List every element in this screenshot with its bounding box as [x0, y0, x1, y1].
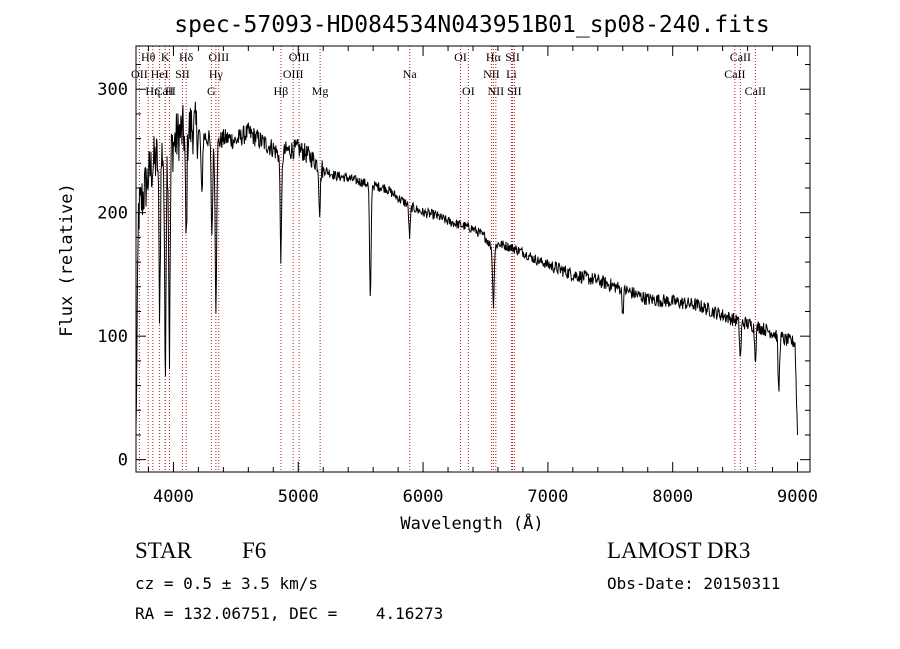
line-marker-label: CaII [724, 67, 745, 81]
survey-name: LAMOST DR3 [607, 538, 751, 563]
x-tick-label: 4000 [153, 487, 194, 507]
line-marker-label: Hβ [274, 84, 289, 98]
line-marker-label: SII [175, 67, 190, 81]
object-class: STAR [135, 538, 192, 563]
line-marker-label: NII [483, 67, 500, 81]
line-marker-label: Hθ [141, 50, 156, 64]
line-marker-label: H [165, 84, 174, 98]
y-tick-label: 100 [97, 327, 128, 347]
y-tick-label: 200 [97, 204, 128, 224]
line-marker-label: OII [131, 67, 148, 81]
plot-frame [135, 45, 811, 473]
line-marker-label: Hα [486, 50, 502, 64]
y-tick-label: 300 [97, 80, 128, 100]
coordinates: RA = 132.06751, DEC = 4.16273 [135, 604, 444, 623]
line-marker-label: OIII [289, 50, 310, 64]
line-marker-label: HeI [151, 67, 169, 81]
y-tick-label: 0 [118, 451, 128, 471]
line-marker-label: CaII [155, 84, 176, 98]
line-marker-label: Hδ [179, 50, 194, 64]
line-marker-label: CaII [730, 50, 751, 64]
x-axis-ticks: 4000 5000 6000 7000 8000 9000 [147, 46, 818, 507]
line-marker-label: Hγ [209, 67, 224, 81]
y-axis-ticks: 0 100 200 300 [97, 64, 810, 471]
x-tick-label: 9000 [777, 487, 818, 507]
x-tick-label: 8000 [652, 487, 693, 507]
x-tick-label: 6000 [403, 487, 444, 507]
line-marker-label: OIII [208, 50, 229, 64]
line-marker-label: SII [505, 50, 520, 64]
line-marker-label: Li [506, 67, 517, 81]
line-marker-label: CaII [745, 84, 766, 98]
line-marker-label: G [207, 84, 216, 98]
x-tick-label: 5000 [278, 487, 319, 507]
x-tick-label: 7000 [527, 487, 568, 507]
redshift-value: cz = 0.5 ± 3.5 km/s [135, 574, 319, 593]
x-axis-label: Wavelength (Å) [400, 512, 543, 534]
line-marker-label: OI [454, 50, 467, 64]
line-marker-label: K [161, 50, 170, 64]
line-marker-label: NII [488, 84, 505, 98]
line-marker-label: OIII [283, 67, 304, 81]
chart-title: spec-57093-HD084534N043951B01_sp08-240.f… [174, 12, 769, 38]
line-marker-label: Mg [312, 84, 329, 98]
line-marker-label: Na [403, 67, 418, 81]
y-axis-label: Flux (relative) [57, 183, 77, 337]
line-marker-label: OI [462, 84, 475, 98]
spectrum-line [135, 101, 798, 436]
object-subclass: F6 [242, 538, 267, 563]
line-marker-label: Hη [145, 84, 160, 98]
line-marker-label: SII [507, 84, 522, 98]
observation-date: Obs-Date: 20150311 [607, 574, 781, 593]
